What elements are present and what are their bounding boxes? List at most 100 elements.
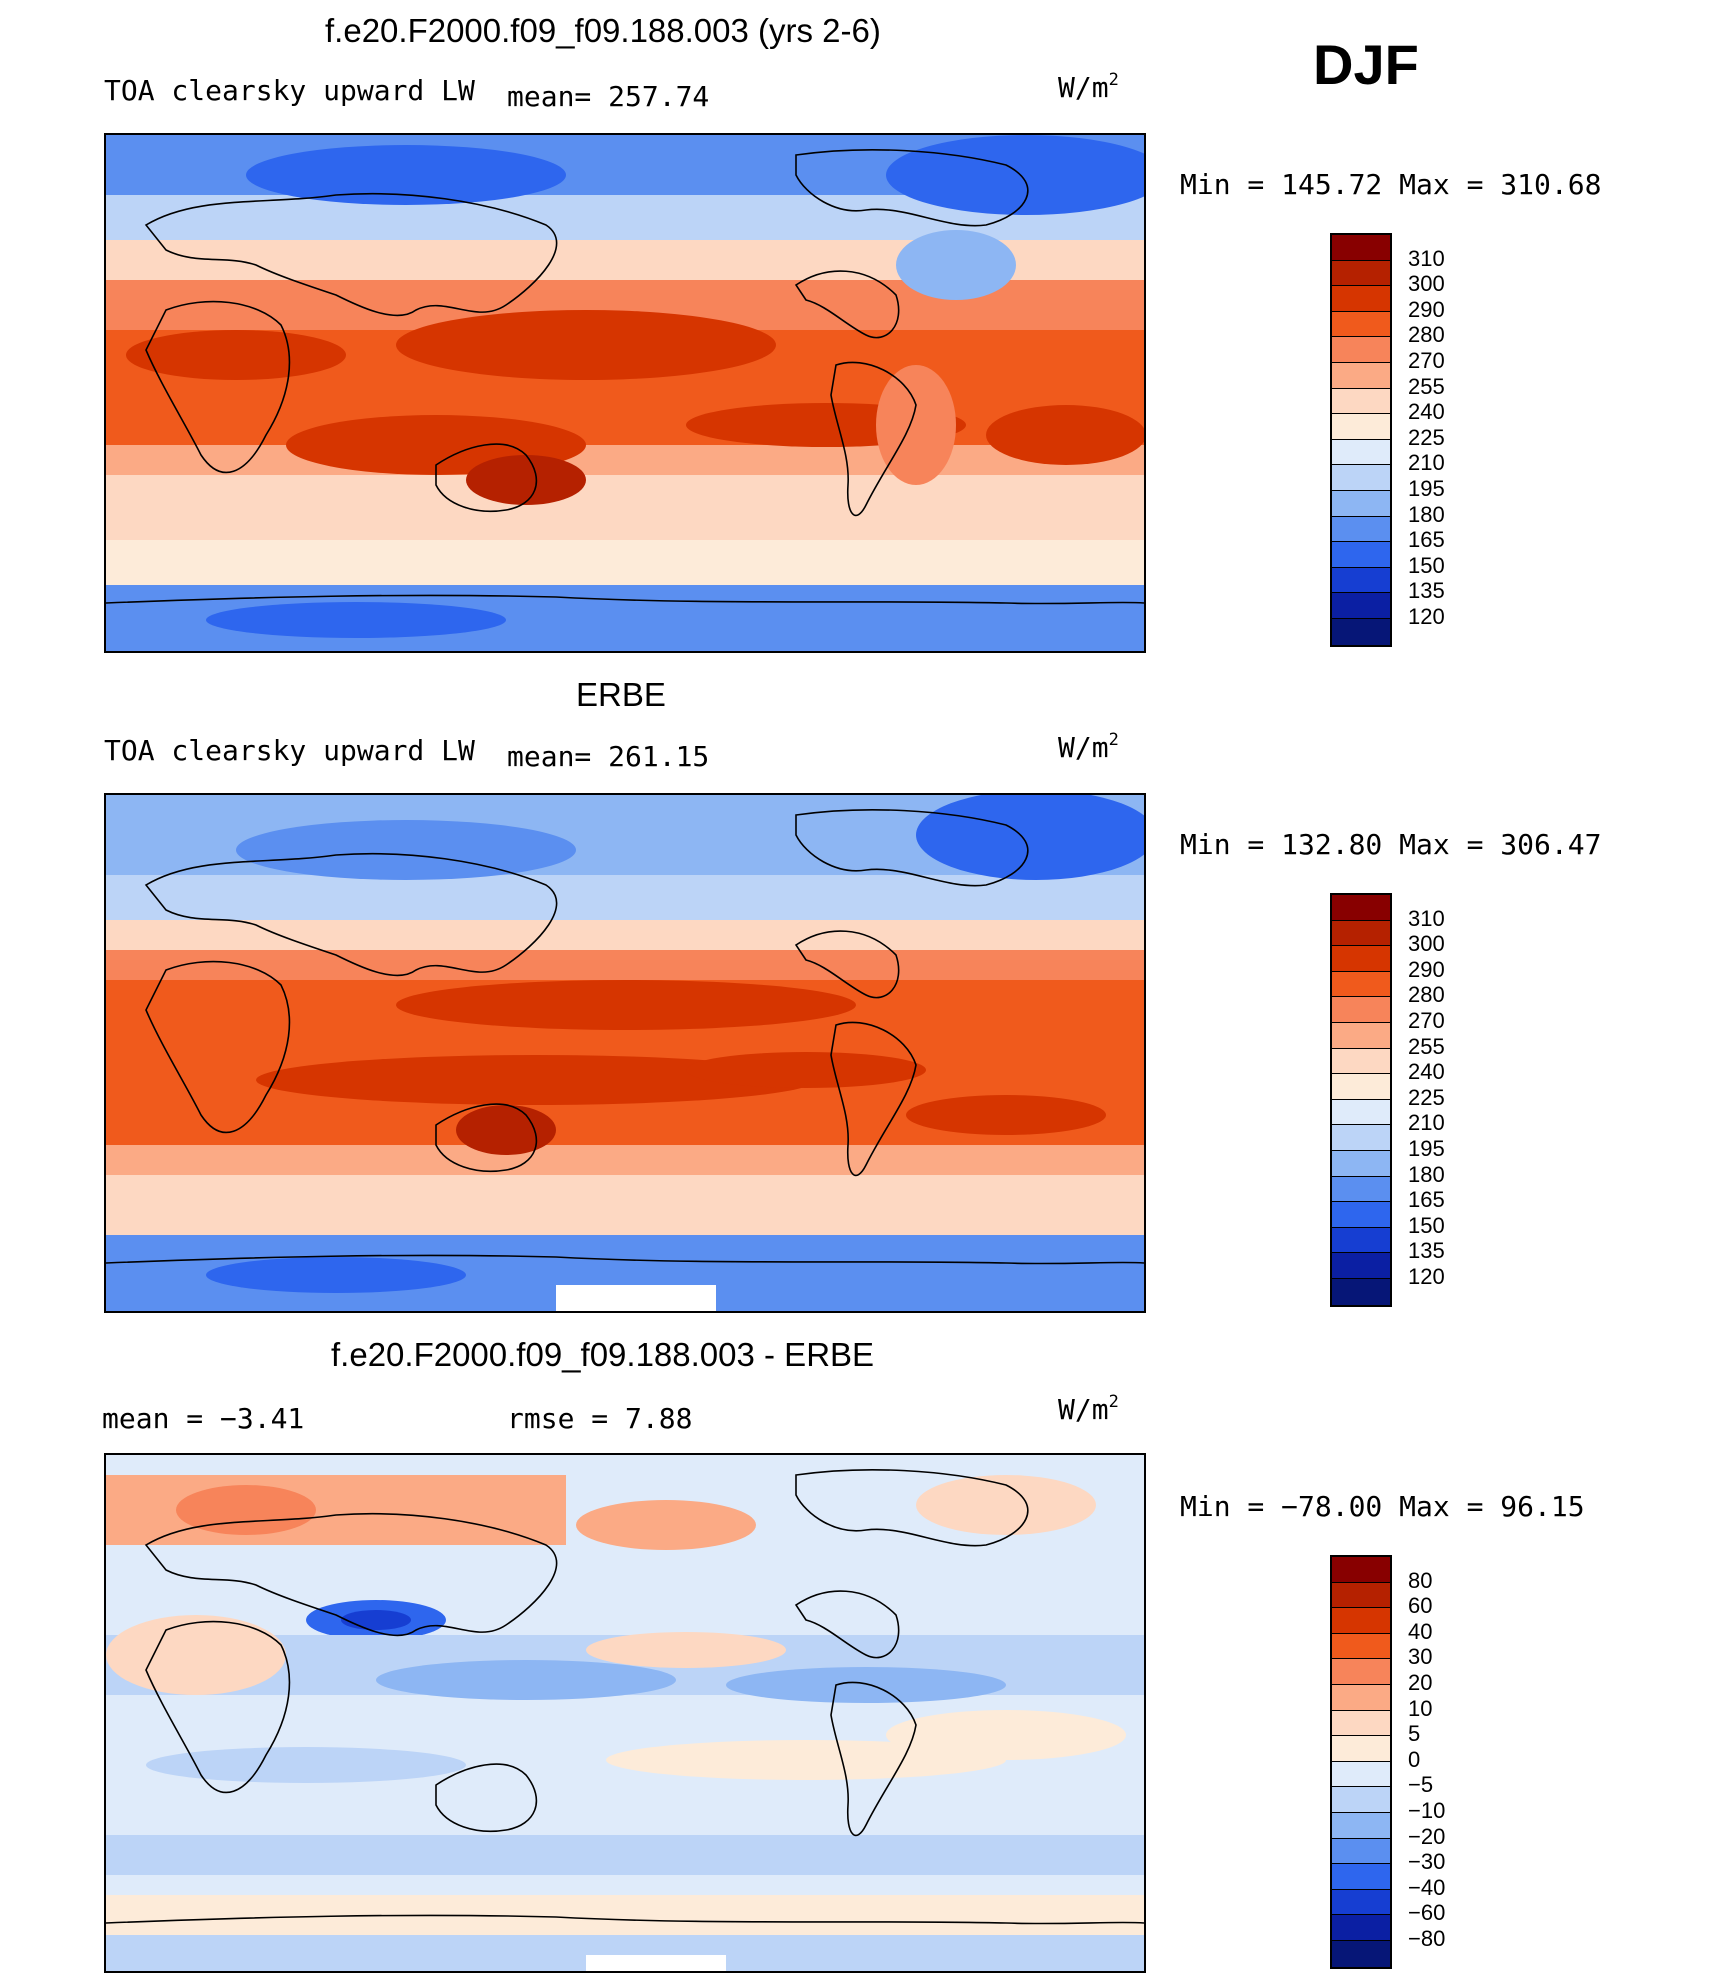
colorbar-swatch — [1332, 1125, 1390, 1151]
colorbar-swatch — [1332, 1889, 1390, 1916]
colorbar-tick-label: 270 — [1408, 348, 1445, 373]
colorbar-tick-label: 225 — [1408, 1084, 1445, 1110]
colorbar-tick-label: −10 — [1408, 1798, 1446, 1823]
colorbar-tick-label: 310 — [1408, 245, 1445, 271]
colorbar-swatch — [1332, 311, 1390, 338]
colorbar-swatch — [1332, 1812, 1390, 1839]
colorbar-tick-label: 240 — [1408, 1059, 1445, 1085]
panel-2-minmax: Min = 132.80 Max = 306.47 — [1180, 828, 1602, 861]
colorbar-swatch — [1332, 971, 1390, 998]
panel-3-minmax: Min = −78.00 Max = 96.15 — [1180, 1490, 1585, 1523]
panel-3-field — [106, 1455, 1144, 1971]
colorbar-tick-label: 290 — [1408, 956, 1445, 982]
panel-1-field — [106, 135, 1144, 651]
colorbar-swatch — [1332, 1150, 1390, 1177]
colorbar-swatch — [1332, 542, 1390, 568]
colorbar-tick-label: 300 — [1408, 271, 1445, 297]
colorbar-swatch — [1332, 1253, 1390, 1279]
panel-1-map — [104, 133, 1146, 653]
panel-2-variable: TOA clearsky upward LW — [104, 734, 475, 767]
colorbar-swatch — [1332, 895, 1390, 921]
colorbar-swatch — [1332, 1582, 1390, 1609]
colorbar-tick-label: 120 — [1408, 1264, 1445, 1289]
colorbar-tick-label: 80 — [1408, 1567, 1433, 1593]
colorbar-tick-label: 195 — [1408, 476, 1445, 501]
panel-2-colorbar — [1330, 893, 1392, 1307]
colorbar-tick-label: 40 — [1408, 1618, 1433, 1644]
colorbar-swatch — [1332, 1684, 1390, 1711]
colorbar-swatch — [1332, 1557, 1390, 1583]
colorbar-tick-label: 135 — [1408, 1238, 1445, 1264]
colorbar-swatch — [1332, 946, 1390, 972]
colorbar-tick-label: 165 — [1408, 1187, 1445, 1213]
colorbar-tick-label: 120 — [1408, 604, 1445, 629]
colorbar-swatch — [1332, 1787, 1390, 1813]
colorbar-tick-label: 150 — [1408, 1212, 1445, 1238]
colorbar-swatch — [1332, 997, 1390, 1023]
colorbar-swatch — [1332, 920, 1390, 947]
panel-1-title: f.e20.F2000.f09_f09.188.003 (yrs 2-6) — [325, 12, 881, 49]
colorbar-tick-label: 165 — [1408, 527, 1445, 553]
colorbar-tick-label: 0 — [1408, 1746, 1421, 1772]
colorbar-tick-label: 210 — [1408, 450, 1445, 476]
colorbar-tick-label: 195 — [1408, 1136, 1445, 1161]
colorbar-swatch — [1332, 1074, 1390, 1100]
colorbar-tick-label: 5 — [1408, 1721, 1421, 1747]
panel-3-units: W/m2 — [1058, 1392, 1119, 1426]
colorbar-tick-label: 60 — [1408, 1593, 1433, 1619]
colorbar-tick-label: 280 — [1408, 322, 1445, 348]
colorbar-swatch — [1332, 1022, 1390, 1049]
colorbar-tick-label: 300 — [1408, 931, 1445, 957]
colorbar-swatch — [1332, 1608, 1390, 1634]
colorbar-swatch — [1332, 235, 1390, 261]
colorbar-swatch — [1332, 1838, 1390, 1865]
colorbar-swatch — [1332, 286, 1390, 312]
colorbar-swatch — [1332, 1048, 1390, 1075]
colorbar-swatch — [1332, 516, 1390, 543]
colorbar-swatch — [1332, 1202, 1390, 1228]
colorbar-tick-label: −60 — [1408, 1900, 1446, 1926]
colorbar-swatch — [1332, 1761, 1390, 1788]
colorbar-swatch — [1332, 362, 1390, 389]
panel-1-colorbar — [1330, 233, 1392, 647]
colorbar-tick-label: −40 — [1408, 1874, 1446, 1900]
colorbar-swatch — [1332, 618, 1390, 645]
colorbar-tick-label: 210 — [1408, 1110, 1445, 1136]
colorbar-swatch — [1332, 1099, 1390, 1126]
colorbar-swatch — [1332, 490, 1390, 517]
colorbar-tick-label: 10 — [1408, 1695, 1433, 1721]
colorbar-swatch — [1332, 1633, 1390, 1660]
panel-1-mean: mean= 257.74 — [507, 80, 710, 113]
colorbar-tick-label: 310 — [1408, 905, 1445, 931]
colorbar-swatch — [1332, 439, 1390, 466]
colorbar-tick-label: −80 — [1408, 1926, 1446, 1951]
colorbar-tick-label: 240 — [1408, 399, 1445, 425]
colorbar-swatch — [1332, 593, 1390, 619]
panel-2-map — [104, 793, 1146, 1313]
colorbar-swatch — [1332, 1736, 1390, 1762]
colorbar-swatch — [1332, 337, 1390, 363]
colorbar-swatch — [1332, 465, 1390, 491]
colorbar-swatch — [1332, 1659, 1390, 1685]
colorbar-tick-label: 270 — [1408, 1008, 1445, 1033]
panel-1-minmax: Min = 145.72 Max = 310.68 — [1180, 168, 1602, 201]
colorbar-swatch — [1332, 1176, 1390, 1203]
colorbar-swatch — [1332, 1227, 1390, 1254]
colorbar-tick-label: −20 — [1408, 1823, 1446, 1849]
panel-3-title: f.e20.F2000.f09_f09.188.003 - ERBE — [331, 1336, 875, 1373]
panel-2-field — [106, 795, 1144, 1311]
colorbar-tick-label: 20 — [1408, 1670, 1433, 1695]
colorbar-tick-label: −30 — [1408, 1849, 1446, 1875]
colorbar-tick-label: 225 — [1408, 424, 1445, 450]
colorbar-swatch — [1332, 1278, 1390, 1305]
colorbar-tick-label: 280 — [1408, 982, 1445, 1008]
panel-2-units: W/m2 — [1058, 730, 1119, 764]
panel-3-colorbar — [1330, 1555, 1392, 1969]
colorbar-tick-label: 135 — [1408, 578, 1445, 604]
colorbar-swatch — [1332, 414, 1390, 440]
colorbar-swatch — [1332, 1710, 1390, 1737]
panel-1-units: W/m2 — [1058, 70, 1119, 104]
colorbar-tick-label: 180 — [1408, 501, 1445, 527]
colorbar-swatch — [1332, 260, 1390, 287]
